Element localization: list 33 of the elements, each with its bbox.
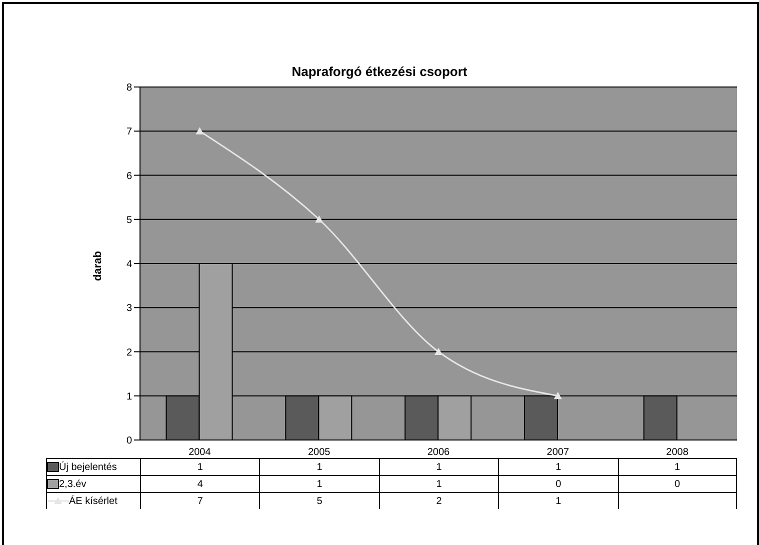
y-tick-label: 4 [126,259,132,270]
y-tick-label: 8 [126,82,132,94]
y-tick-label: 1 [126,391,132,402]
data-label: 0 [498,475,618,492]
data-label: 1 [140,458,260,475]
data-label: 2 [378,492,498,509]
x-tick-label: 2005 [308,447,331,458]
legend-label: ÁE kísérlet [69,496,118,507]
data-label: 7 [140,492,260,509]
y-tick-label: 7 [126,126,132,138]
legend-label: Új bejelentés [59,462,117,473]
legend-label: 2,3.év [59,479,86,490]
data-label: 0 [618,475,737,492]
data-label: 1 [259,458,379,475]
data-label: 1 [618,458,737,475]
y-tick-label: 3 [126,303,132,314]
x-tick-label: 2007 [546,447,570,458]
data-label: 5 [259,492,379,509]
y-tick-label: 5 [126,214,132,226]
data-label: 1 [498,458,618,475]
data-label: 1 [498,492,618,509]
data-label: 1 [259,475,379,492]
x-tick-label: 2006 [427,447,450,458]
y-tick-label: 2 [126,347,132,358]
data-label: 4 [140,475,260,492]
y-axis-title: darab [92,251,104,281]
data-label: 1 [378,458,498,475]
x-tick-label: 2008 [666,447,689,458]
y-tick-label: 6 [126,170,132,182]
x-tick-label: 2004 [188,447,212,458]
data-label: 1 [378,475,498,492]
y-tick-label: 0 [126,436,132,447]
chart-title: Napraforgó étkezési csoport [290,64,468,79]
